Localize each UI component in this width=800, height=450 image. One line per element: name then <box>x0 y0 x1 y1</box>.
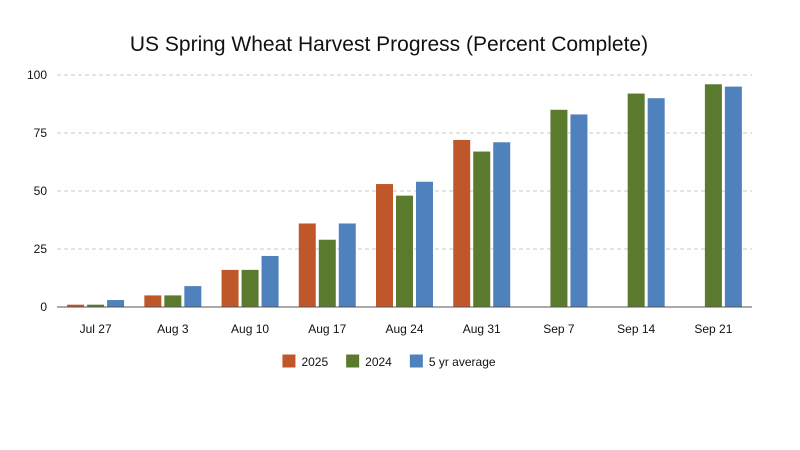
y-tick-label: 50 <box>34 184 48 198</box>
x-tick-label: Sep 14 <box>617 322 655 336</box>
bar-5-yr-average-sep-21 <box>724 86 742 307</box>
y-tick-label: 75 <box>34 126 48 140</box>
x-tick-label: Jul 27 <box>80 322 112 336</box>
legend-swatch <box>409 354 423 368</box>
legend-label: 2025 <box>301 355 328 369</box>
x-tick-label: Sep 21 <box>694 322 732 336</box>
bar-5-yr-average-aug-10 <box>261 255 279 307</box>
bar-5-yr-average-aug-24 <box>416 181 433 307</box>
x-tick-label: Aug 10 <box>231 322 269 336</box>
bar-2025-aug-17 <box>298 223 316 307</box>
bars <box>67 84 742 307</box>
gridlines <box>57 74 752 250</box>
bar-2025-aug-10 <box>221 269 239 307</box>
x-tick-label: Aug 17 <box>308 322 346 336</box>
bar-2024-jul-27 <box>87 304 105 307</box>
legend-item-2025: 2025 <box>282 354 328 369</box>
x-tick-label: Aug 3 <box>157 322 189 336</box>
legend-swatch <box>346 354 360 368</box>
y-axis-ticks: 0 25 50 75 100 <box>27 68 47 314</box>
legend-item-2024: 2024 <box>346 354 392 369</box>
bar-2024-aug-31 <box>473 151 491 307</box>
legend-swatch <box>282 354 296 368</box>
bar-2025-aug-3 <box>144 295 162 307</box>
bar-5-yr-average-aug-17 <box>338 223 356 307</box>
bar-5-yr-average-sep-7 <box>570 114 588 307</box>
legend-label: 5 yr average <box>429 355 496 369</box>
y-tick-label: 100 <box>27 68 47 82</box>
bar-2024-sep-21 <box>704 84 722 307</box>
x-tick-label: Sep 7 <box>543 322 575 336</box>
bar-5-yr-average-jul-27 <box>107 300 125 307</box>
bar-2024-aug-17 <box>318 239 336 307</box>
bar-5-yr-average-aug-31 <box>493 142 511 307</box>
bar-2024-aug-10 <box>241 269 259 307</box>
bar-2025-aug-31 <box>453 139 471 307</box>
bar-2025-aug-24 <box>376 184 393 307</box>
bar-5-yr-average-aug-3 <box>184 286 202 307</box>
bar-5-yr-average-sep-14 <box>647 98 665 307</box>
x-axis-ticks: Jul 27 Aug 3 Aug 10 Aug 17 Aug 24 Aug 31 Sep 7… <box>80 322 733 336</box>
bar-2025-jul-27 <box>67 304 85 307</box>
legend-item-5-yr-average: 5 yr average <box>409 354 496 369</box>
x-tick-label: Aug 24 <box>385 322 423 336</box>
bar-2024-sep-14 <box>627 93 645 307</box>
legend-label: 2024 <box>365 355 392 369</box>
bar-2024-aug-24 <box>396 195 413 307</box>
y-tick-label: 25 <box>34 242 48 256</box>
y-tick-label: 0 <box>40 300 47 314</box>
bar-2024-sep-7 <box>550 109 568 307</box>
x-tick-label: Aug 31 <box>463 322 501 336</box>
bar-2024-aug-3 <box>164 295 182 307</box>
chart-title: US Spring Wheat Harvest Progress (Percen… <box>130 33 648 56</box>
legend: 2025 2024 5 yr average <box>282 354 496 369</box>
